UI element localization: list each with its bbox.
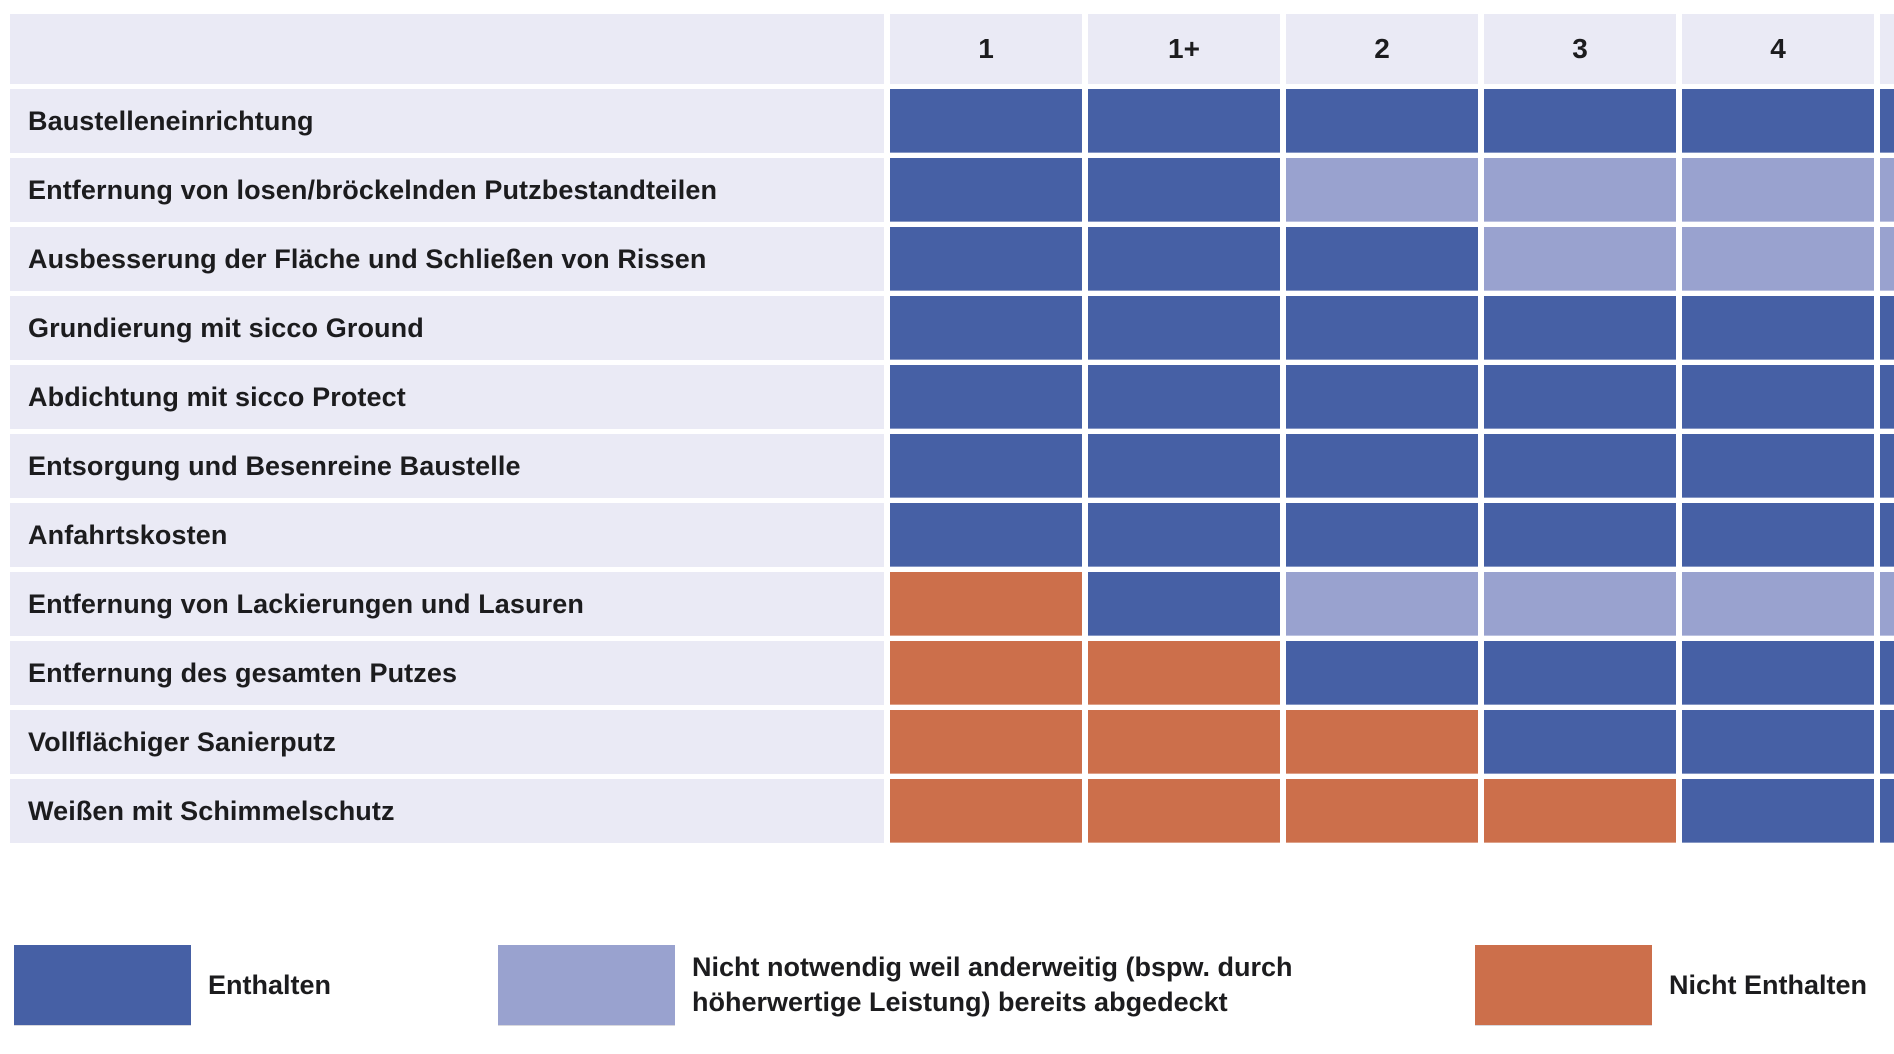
matrix-cell-covered <box>1286 572 1478 636</box>
matrix-cell-included <box>890 503 1082 567</box>
matrix-cell-cut-covered <box>1880 572 1894 636</box>
matrix-cell-included <box>1286 434 1478 498</box>
row-label: Entfernung von losen/bröckelnden Putzbes… <box>10 158 884 222</box>
matrix-cell-included <box>1286 503 1478 567</box>
matrix-cell-cut-included <box>1880 710 1894 774</box>
matrix-cell-included <box>1484 296 1676 360</box>
matrix-cell-cut-included <box>1880 296 1894 360</box>
matrix-cell-included <box>1286 89 1478 153</box>
matrix-cell-included <box>1088 572 1280 636</box>
legend-item-included: Enthalten <box>14 945 331 1025</box>
comparison-grid: 1 1+ 2 3 4 Baustelleneinrichtung Entfernung vo… <box>10 14 1894 843</box>
matrix-cell-included <box>1088 89 1280 153</box>
matrix-cell-included <box>890 365 1082 429</box>
matrix-cell-covered <box>1682 158 1874 222</box>
matrix-cell-included <box>1088 503 1280 567</box>
row-label: Abdichtung mit sicco Protect <box>10 365 884 429</box>
matrix-cell-not_included <box>1286 779 1478 843</box>
matrix-cell-included <box>1682 710 1874 774</box>
matrix-cell-included <box>1286 227 1478 291</box>
matrix-cell-included <box>1484 503 1676 567</box>
matrix-cell-included <box>1682 779 1874 843</box>
matrix-cell-not_included <box>890 710 1082 774</box>
matrix-cell-included <box>890 227 1082 291</box>
header-cell-1: 1 <box>890 14 1082 84</box>
legend: Enthalten Nicht notwendig weil anderweit… <box>0 945 1894 1029</box>
row-label: Entsorgung und Besenreine Baustelle <box>10 434 884 498</box>
matrix-cell-included <box>1682 296 1874 360</box>
matrix-cell-included <box>1484 710 1676 774</box>
matrix-cell-covered <box>1484 158 1676 222</box>
matrix-cell-not_included <box>1484 779 1676 843</box>
matrix-cell-included <box>890 89 1082 153</box>
matrix-cell-included <box>1484 434 1676 498</box>
matrix-cell-covered <box>1286 158 1478 222</box>
row-label: Entfernung von Lackierungen und Lasuren <box>10 572 884 636</box>
header-cell-1+: 1+ <box>1088 14 1280 84</box>
header-cell-cut <box>1880 14 1894 84</box>
matrix-cell-not_included <box>890 779 1082 843</box>
legend-label-not-included: Nicht Enthalten <box>1669 969 1868 1000</box>
matrix-cell-not_included <box>890 641 1082 705</box>
matrix-cell-included <box>1088 158 1280 222</box>
matrix-cell-included <box>1286 365 1478 429</box>
matrix-cell-included <box>1682 365 1874 429</box>
matrix-cell-included <box>1088 365 1280 429</box>
matrix-cell-included <box>1682 89 1874 153</box>
matrix-cell-not_included <box>1286 710 1478 774</box>
matrix-cell-included <box>890 296 1082 360</box>
legend-swatch-included-icon <box>14 945 191 1025</box>
matrix-cell-cut-included <box>1880 89 1894 153</box>
matrix-cell-cut-included <box>1880 434 1894 498</box>
row-label: Ausbesserung der Fläche und Schließen vo… <box>10 227 884 291</box>
matrix-cell-cut-included <box>1880 503 1894 567</box>
matrix-cell-included <box>1088 434 1280 498</box>
matrix-cell-cut-included <box>1880 641 1894 705</box>
matrix-cell-covered <box>1484 572 1676 636</box>
row-label: Baustelleneinrichtung <box>10 89 884 153</box>
legend-label-covered: Nicht notwendig weil anderweitig (bspw. … <box>692 952 1293 1017</box>
matrix-cell-included <box>1484 89 1676 153</box>
header-cell-3: 3 <box>1484 14 1676 84</box>
matrix-cell-not_included <box>1088 641 1280 705</box>
row-label: Weißen mit Schimmelschutz <box>10 779 884 843</box>
header-cell-2: 2 <box>1286 14 1478 84</box>
matrix-cell-included <box>1286 296 1478 360</box>
legend-item-covered: Nicht notwendig weil anderweitig (bspw. … <box>498 945 1360 1025</box>
matrix-cell-included <box>1088 227 1280 291</box>
matrix-cell-not_included <box>890 572 1082 636</box>
matrix-cell-included <box>1682 434 1874 498</box>
matrix-cell-included <box>1088 296 1280 360</box>
header-corner-cell <box>10 14 884 84</box>
matrix-cell-included <box>1286 641 1478 705</box>
matrix-cell-not_included <box>1088 710 1280 774</box>
matrix-cell-cut-covered <box>1880 227 1894 291</box>
row-label: Vollflächiger Sanierputz <box>10 710 884 774</box>
matrix-cell-included <box>1484 365 1676 429</box>
matrix-cell-not_included <box>1088 779 1280 843</box>
legend-label-included: Enthalten <box>208 969 332 1000</box>
matrix-cell-included <box>1682 641 1874 705</box>
matrix-cell-cut-included <box>1880 779 1894 843</box>
matrix-cell-included <box>1484 641 1676 705</box>
matrix-cell-included <box>890 434 1082 498</box>
row-label: Grundierung mit sicco Ground <box>10 296 884 360</box>
row-label: Anfahrtskosten <box>10 503 884 567</box>
matrix-cell-covered <box>1484 227 1676 291</box>
row-label: Entfernung des gesamten Putzes <box>10 641 884 705</box>
matrix-cell-included <box>1682 503 1874 567</box>
legend-swatch-not-included-icon <box>1475 945 1652 1025</box>
matrix-cell-cut-included <box>1880 365 1894 429</box>
matrix-cell-covered <box>1682 572 1874 636</box>
legend-swatch-covered-icon <box>498 945 675 1025</box>
header-cell-4: 4 <box>1682 14 1874 84</box>
matrix-cell-covered <box>1682 227 1874 291</box>
legend-item-not-included: Nicht Enthalten <box>1475 945 1867 1025</box>
matrix-cell-included <box>890 158 1082 222</box>
matrix-cell-cut-covered <box>1880 158 1894 222</box>
